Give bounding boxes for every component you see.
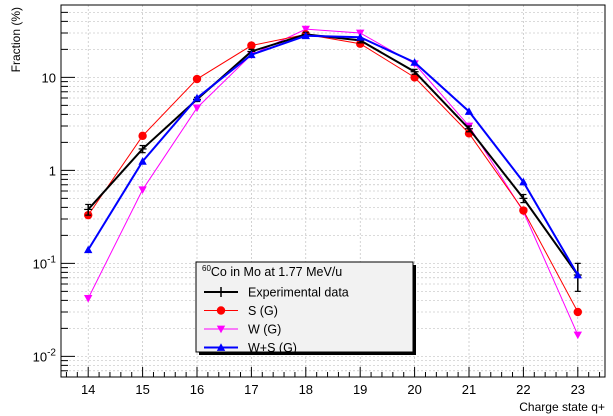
x-tick-label: 17 xyxy=(244,382,258,397)
y-axis-label: Fraction (%) xyxy=(9,7,23,72)
series-line xyxy=(87,33,579,313)
data-point xyxy=(519,177,528,186)
data-point xyxy=(410,58,419,66)
legend-box xyxy=(195,261,414,353)
data-point xyxy=(573,307,582,317)
data-point xyxy=(138,157,147,165)
data-point xyxy=(356,33,365,41)
legend-swatch-marker xyxy=(216,343,226,351)
data-point xyxy=(192,93,202,102)
x-tick-label: 19 xyxy=(353,382,367,397)
data-point xyxy=(84,245,93,254)
data-point xyxy=(138,186,147,194)
x-tick-label: 15 xyxy=(135,382,149,397)
data-point xyxy=(138,131,147,141)
data-point xyxy=(573,331,582,340)
data-point xyxy=(301,25,310,34)
x-axis-label: Charge state q+ xyxy=(519,400,605,414)
data-point xyxy=(301,31,310,40)
series-line xyxy=(87,33,579,276)
legend-entry: W (G) xyxy=(204,323,281,337)
legend-entry: Experimental data xyxy=(204,286,349,300)
x-tick-label: 23 xyxy=(571,382,585,397)
data-point xyxy=(247,41,256,50)
axes: 14 15 16 17 18 19 20 21 22 23 10-2 10-1 1 10 xyxy=(33,4,601,397)
data-point xyxy=(84,295,93,303)
legend-label: W+S (G) xyxy=(248,341,297,355)
data-point xyxy=(192,74,202,84)
legend-swatch-marker xyxy=(216,306,226,315)
legend-header: 60Co in Mo at 1.77 MeV/u xyxy=(202,264,342,279)
legend-label: Experimental data xyxy=(248,286,349,300)
x-tick-label: 18 xyxy=(299,382,313,397)
y-tick-label: 10 xyxy=(42,70,56,85)
legend-swatch-marker xyxy=(216,325,226,334)
data-point xyxy=(519,206,528,215)
x-tick-label: 14 xyxy=(81,382,95,397)
x-tick-label: 16 xyxy=(190,382,204,397)
y-tick-label: 10-2 xyxy=(33,347,57,364)
legend-entry: S (G) xyxy=(204,304,278,318)
x-tick-label: 21 xyxy=(462,382,476,397)
series-layer xyxy=(84,25,582,340)
series-line xyxy=(87,28,579,336)
legend-entry: W+S (G) xyxy=(204,341,297,355)
y-tick-label: 10-1 xyxy=(33,254,57,271)
data-point xyxy=(464,107,474,115)
x-tick-label: 22 xyxy=(516,382,530,397)
y-tick-label: 1 xyxy=(49,163,56,178)
data-point xyxy=(573,270,582,279)
x-tick-label: 20 xyxy=(407,382,421,397)
legend: 60Co in Mo at 1.77 MeV/u Experimental dat… xyxy=(195,261,416,355)
series-w-s-g- xyxy=(84,31,582,279)
series-line xyxy=(87,34,579,276)
data-point xyxy=(192,104,202,113)
legend-label: S (G) xyxy=(248,304,278,318)
data-point xyxy=(247,50,256,59)
legend-label: W (G) xyxy=(248,323,281,337)
